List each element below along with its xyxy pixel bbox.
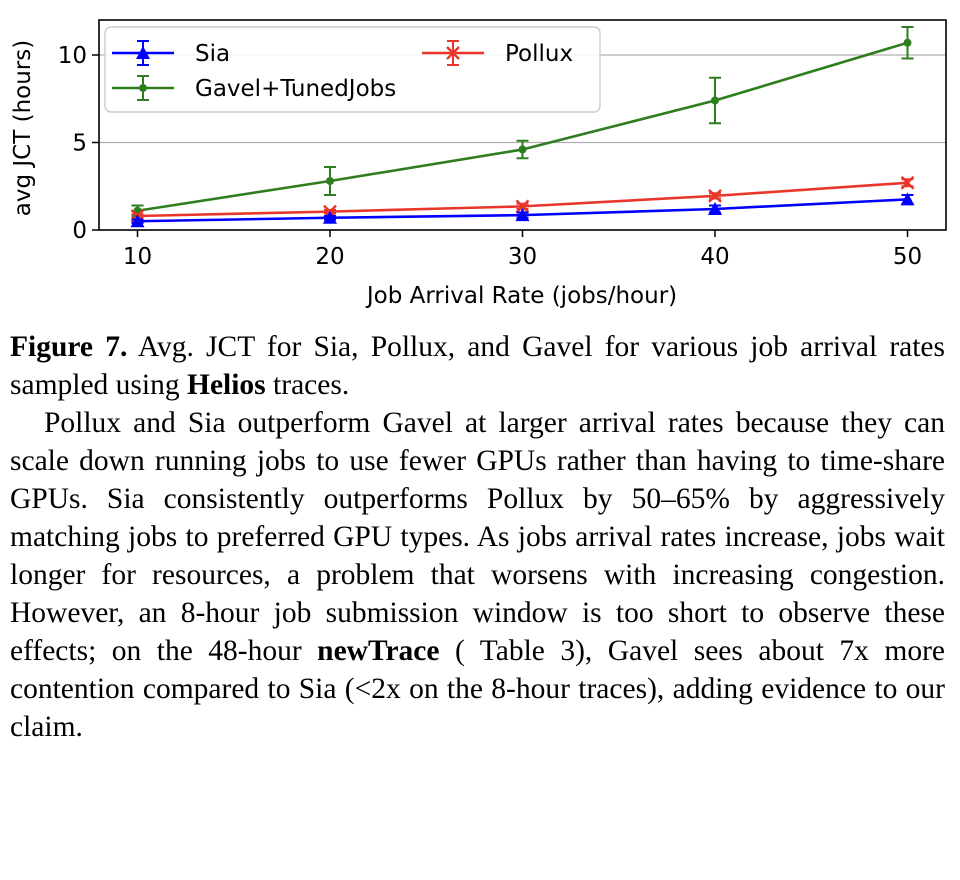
data-point-pollux	[708, 189, 722, 203]
legend-label-pollux: Pollux	[505, 41, 573, 67]
series-sia	[130, 192, 915, 228]
data-point-pollux	[900, 175, 915, 190]
series-layer	[130, 26, 915, 228]
y-tick-label: 5	[72, 131, 87, 157]
data-point-pollux	[515, 199, 530, 214]
x-axis-title: Job Arrival Rate (jobs/hour)	[365, 283, 677, 309]
data-point-sia	[130, 214, 145, 228]
caption-text-end: traces.	[265, 369, 350, 401]
legend-item-pollux: Pollux	[422, 40, 573, 67]
data-point-gavel-tunedjobs	[903, 38, 912, 47]
legend: Sia Gavel+TunedJobs Pollux	[104, 26, 601, 113]
data-point-gavel-tunedjobs	[518, 145, 527, 154]
legend-marker-pollux	[446, 46, 460, 60]
caption-label: Figure 7.	[10, 331, 128, 363]
data-point-gavel-tunedjobs	[711, 96, 719, 105]
jct-line-chart: 0 5 10 10 20 30 40 50 Job Arrival Rate (jobs/ho…	[10, 19, 947, 309]
legend-label-sia: Sia	[195, 41, 230, 67]
data-point-gavel-tunedjobs	[326, 177, 334, 185]
legend-frame	[104, 26, 601, 113]
body-paragraph: Pollux and Sia outperform Gavel at large…	[10, 404, 945, 746]
data-point-sia	[515, 208, 530, 222]
x-tick-label: 30	[508, 244, 537, 270]
legend-marker-pollux-stroke	[446, 46, 460, 60]
legend-label-gavel-tunedjobs: Gavel+TunedJobs	[195, 76, 396, 102]
y-axis-title: avg JCT (hours)	[10, 40, 36, 216]
series-gavel-tunedjobs	[131, 26, 914, 217]
data-point-sia	[900, 192, 915, 206]
axis-ticks: 0 5 10 10 20 30 40 50	[58, 43, 922, 270]
data-point-sia	[708, 202, 722, 215]
series-pollux	[130, 175, 915, 223]
legend-item-gavel-tunedjobs: Gavel+TunedJobs	[112, 75, 396, 102]
x-tick-label: 40	[700, 244, 729, 270]
x-tick-label: 20	[315, 244, 344, 270]
x-tick-label: 50	[893, 244, 922, 270]
legend-item-sia: Sia	[112, 40, 230, 67]
data-point-pollux-stroke	[515, 199, 530, 214]
text-block: Figure 7. Avg. JCT for Sia, Pollux, and …	[10, 328, 945, 746]
caption-text: Avg. JCT for Sia, Pollux, and Gavel for …	[10, 331, 946, 401]
data-point-pollux-stroke	[708, 189, 722, 203]
paragraph-text: Pollux and Sia outperform Gavel at large…	[10, 407, 945, 667]
y-tick-label: 0	[72, 218, 87, 244]
legend-marker-sia	[136, 46, 150, 59]
paragraph-bold-term: newTrace	[317, 635, 440, 667]
legend-marker-gavel-tunedjobs	[139, 84, 147, 92]
x-tick-label: 10	[123, 244, 152, 270]
paragraph-text-end: ( Table 3), Gavel sees about 7x more con…	[10, 635, 945, 743]
data-point-sia	[323, 210, 337, 224]
caption-bold-term: Helios	[187, 369, 266, 401]
data-point-pollux-stroke	[900, 175, 915, 190]
y-tick-label: 10	[58, 43, 87, 69]
figure-caption: Figure 7. Avg. JCT for Sia, Pollux, and …	[10, 328, 945, 404]
